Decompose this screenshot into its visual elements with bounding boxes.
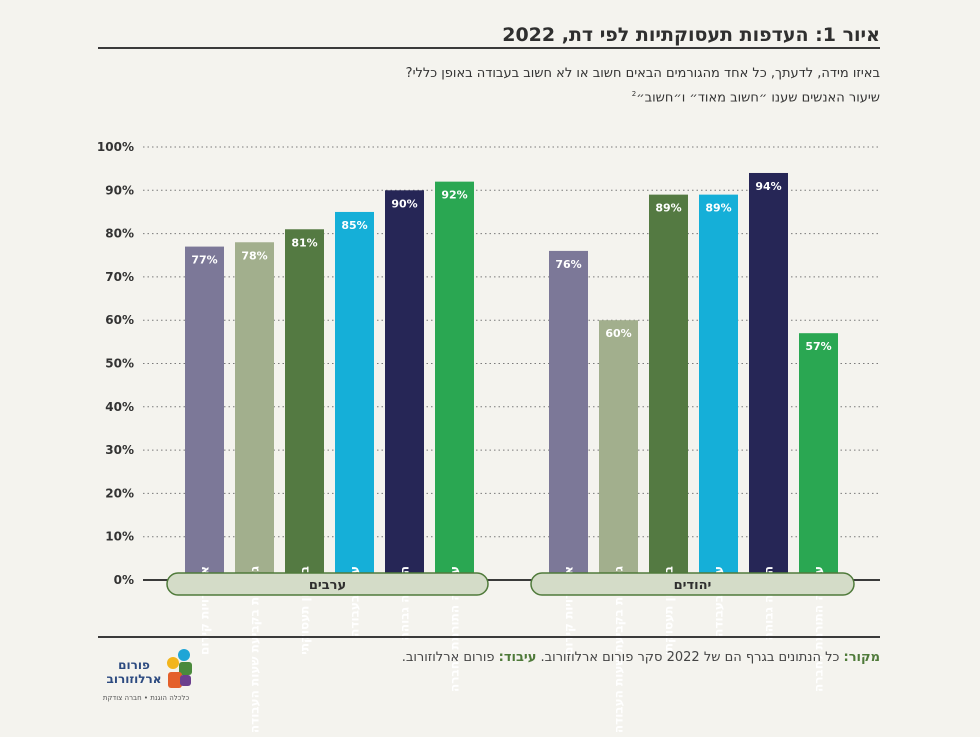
bar	[749, 172, 788, 581]
y-tick-label: 10%	[105, 530, 134, 544]
bar-value-label: 92%	[441, 189, 467, 202]
y-tick-label: 90%	[105, 183, 134, 197]
bar	[385, 190, 424, 581]
group-label: ערבים	[309, 578, 346, 593]
bar-value-label: 89%	[705, 202, 731, 215]
measure-text: שיעור האנשים שענו ״חשוב מאוד״ ו״חשוב״	[636, 90, 880, 106]
bar-value-label: 85%	[341, 219, 367, 232]
bar-value-label: 60%	[605, 327, 631, 340]
bar	[549, 250, 588, 581]
bar-value-label: 81%	[291, 236, 317, 249]
y-tick-label: 60%	[105, 313, 134, 327]
footer-divider	[98, 636, 880, 638]
y-tick-label: 100%	[97, 140, 134, 154]
bar-value-label: 90%	[391, 197, 417, 210]
bar	[335, 211, 374, 580]
bar-value-label: 78%	[241, 249, 267, 262]
bar	[699, 194, 738, 580]
processing-text: פורום ארלוזורוב.	[401, 650, 499, 665]
page-title: איור 1: העדפות תעסוקתיות לפי דת, 2022	[502, 24, 880, 46]
y-tick-label: 40%	[105, 400, 134, 414]
bar-value-label: 94%	[755, 180, 781, 193]
measure-description: שיעור האנשים שענו ״חשוב מאוד״ ו״חשוב״2	[632, 90, 880, 105]
bar	[185, 246, 224, 580]
survey-question: באיזו מידה, לדעתך, כל אחד מהגורמים הבאים…	[405, 66, 880, 81]
source-note: מקור: כל הנתונים בגרף הם של 2022 סקר פור…	[402, 650, 880, 665]
bar-category-label: עבודה התורמת לחברה	[448, 566, 462, 692]
bar-value-label: 89%	[655, 202, 681, 215]
group-label-pill	[530, 572, 855, 596]
bar	[285, 229, 324, 580]
bar	[599, 320, 638, 580]
y-tick-label: 30%	[105, 443, 134, 457]
bar	[235, 242, 274, 580]
processing-label: עיבוד:	[498, 650, 537, 665]
arlozorov-forum-logo: פורום ארלוזורוב כלכלה הוגנת • חברה צודקת	[98, 646, 198, 708]
logo-name-line2: ארלוזורוב	[106, 672, 162, 686]
y-tick-label: 80%	[105, 227, 134, 241]
source-label: מקור:	[843, 650, 880, 665]
footnote-mark: 2	[631, 90, 637, 98]
bar-value-label: 77%	[191, 254, 217, 267]
bar	[649, 194, 688, 580]
bar-value-label: 76%	[555, 258, 581, 271]
title-divider	[98, 47, 880, 49]
group-label: יהודים	[674, 578, 712, 593]
y-tick-label: 0%	[114, 573, 134, 587]
bar-value-label: 57%	[805, 340, 831, 353]
logo-name: פורום ארלוזורוב	[100, 658, 168, 686]
group-label-pill	[166, 572, 489, 596]
logo-tagline: כלכלה הוגנת • חברה צודקת	[102, 694, 190, 702]
bar	[799, 333, 838, 580]
y-tick-label: 50%	[105, 357, 134, 371]
bar-category-label: גמישות בקביעת שעות העבודה	[612, 565, 626, 733]
y-tick-label: 70%	[105, 270, 134, 284]
bar-category-label: גמישות בקביעת שעות העבודה	[248, 565, 262, 733]
logo-name-line1: פורום	[118, 658, 150, 672]
source-text: כל הנתונים בגרף הם של 2022 סקר פורום ארל…	[536, 650, 844, 665]
y-tick-label: 20%	[105, 486, 134, 500]
bar	[435, 181, 474, 580]
bar-category-label: עבודה התורמת לחברה	[812, 566, 826, 692]
logo-mark-icon	[167, 649, 192, 688]
